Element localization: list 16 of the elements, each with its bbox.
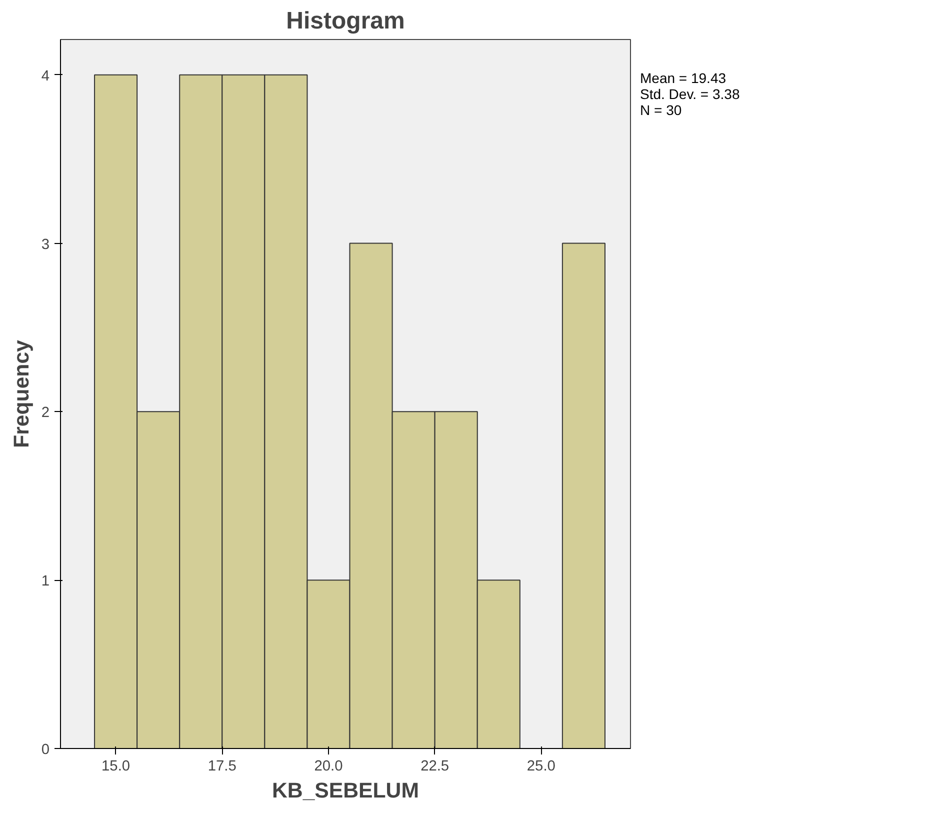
text: Std. Dev. = 3.38 bbox=[640, 86, 740, 102]
x-tick-label: 22.5 bbox=[420, 758, 450, 774]
text: Mean = 19.43 bbox=[640, 70, 726, 86]
text: N = 30 bbox=[640, 102, 682, 118]
y-tick-label: 4 bbox=[41, 68, 50, 84]
chart-title: Histogram bbox=[286, 8, 405, 34]
x-tick-label: 15.0 bbox=[102, 758, 130, 774]
x-tick-label: 17.5 bbox=[208, 758, 236, 774]
x-axis-title: KB_SEBELUM bbox=[272, 778, 419, 802]
y-tick-label: 3 bbox=[41, 236, 50, 253]
y-tick-label: 1 bbox=[41, 574, 50, 590]
x-tick-label: 20.0 bbox=[314, 758, 343, 774]
y-axis-title: Frequency bbox=[9, 340, 34, 448]
y-tick-label: 0 bbox=[41, 742, 50, 758]
y-tick-label: 2 bbox=[41, 405, 50, 422]
x-tick-label: 25.0 bbox=[526, 758, 556, 774]
